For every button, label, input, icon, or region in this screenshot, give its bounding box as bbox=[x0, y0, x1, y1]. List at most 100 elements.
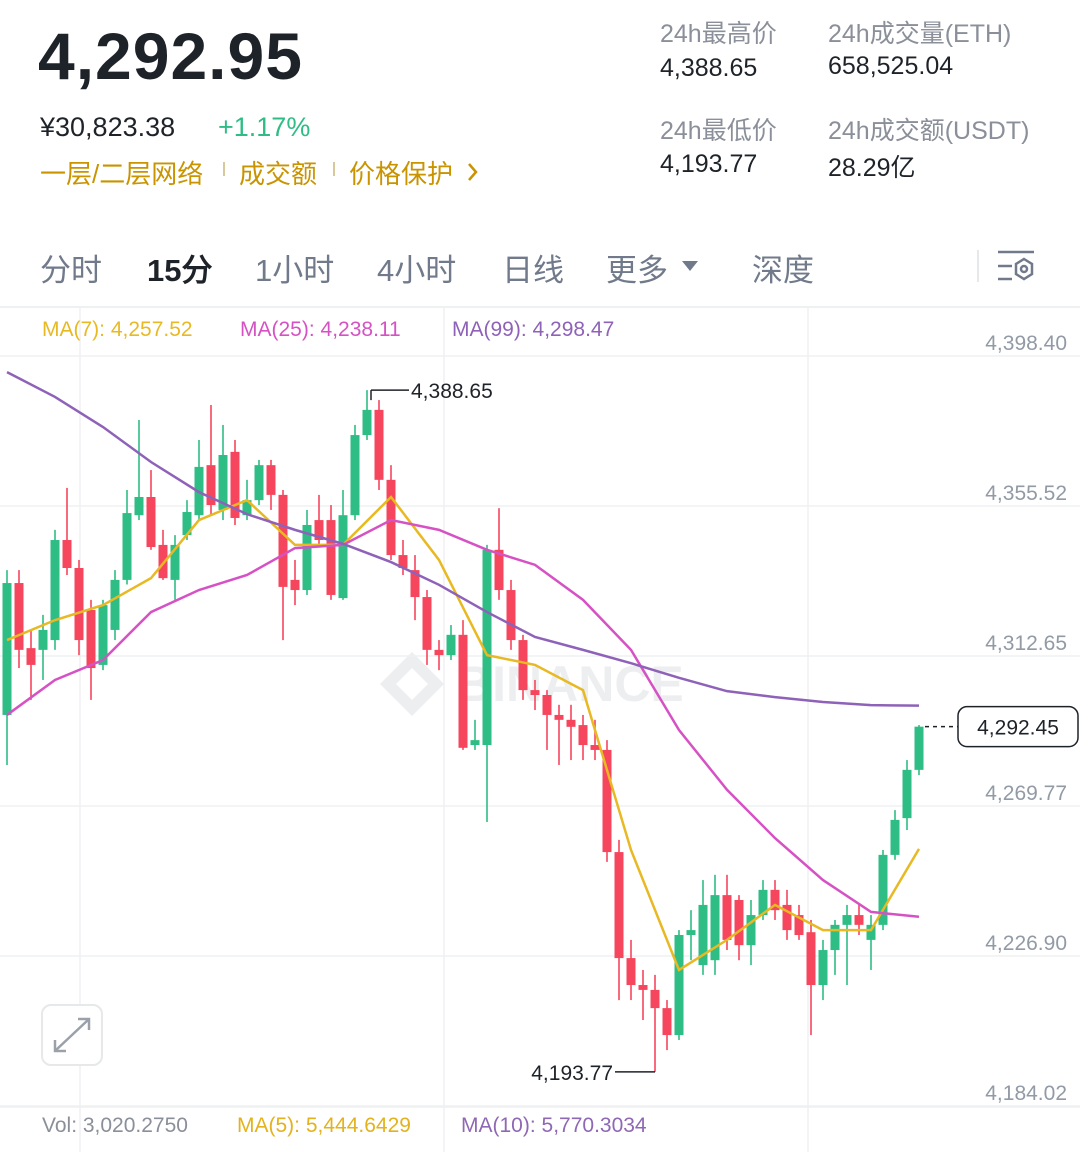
candle-body bbox=[854, 915, 864, 925]
watermark-logo bbox=[380, 652, 444, 716]
y-tick-label: 4,312.65 bbox=[985, 632, 1067, 655]
candle-body bbox=[674, 934, 684, 1036]
volume-legend: Vol: 3,020.2750 bbox=[42, 1114, 188, 1137]
candle-body bbox=[278, 494, 288, 587]
candle-body bbox=[794, 915, 804, 935]
tab[interactable]: 4小时 bbox=[377, 253, 457, 288]
candle-body bbox=[410, 570, 420, 598]
candle-body bbox=[338, 515, 348, 599]
tab[interactable]: 1小时 bbox=[255, 253, 335, 288]
stat-value: 28.29亿 bbox=[828, 154, 916, 182]
candle-body bbox=[206, 465, 216, 506]
candle-body bbox=[50, 540, 60, 641]
candle-body bbox=[38, 629, 48, 650]
candle-body bbox=[782, 904, 792, 931]
candle-body bbox=[506, 590, 516, 641]
candle-body bbox=[554, 714, 564, 720]
cny-price: ¥30,823.38 bbox=[40, 112, 176, 142]
candle-body bbox=[422, 597, 432, 650]
legend-entry: MA(25): 4,238.11 bbox=[240, 318, 401, 341]
stat-label: 24h最高价 bbox=[660, 20, 777, 48]
ma-line bbox=[6, 370, 920, 707]
network-link[interactable]: 一层/二层网络 bbox=[40, 159, 204, 189]
candle-body bbox=[62, 540, 72, 569]
candle-body bbox=[890, 819, 900, 855]
candle-body bbox=[518, 640, 528, 691]
annotation: 4,388.65 bbox=[411, 380, 493, 403]
tab[interactable]: 更多 bbox=[606, 253, 668, 288]
candle-body bbox=[866, 924, 876, 940]
last-price: 4,292.95 bbox=[38, 19, 303, 93]
tab[interactable]: 分时 bbox=[40, 253, 102, 288]
candle-body bbox=[98, 605, 108, 665]
volume-legend: MA(10): 5,770.3034 bbox=[461, 1114, 647, 1137]
candle-body bbox=[2, 583, 12, 715]
candle-body bbox=[158, 544, 168, 579]
candle-body bbox=[494, 549, 504, 591]
candle-body bbox=[146, 496, 156, 548]
expand-button[interactable] bbox=[41, 1004, 103, 1066]
stat-value: 4,388.65 bbox=[660, 54, 758, 82]
stat-label: 24h成交额(USDT) bbox=[828, 117, 1030, 145]
candle-body bbox=[770, 889, 780, 911]
candle-body bbox=[182, 512, 192, 536]
legend-entry: MA(7): 4,257.52 bbox=[42, 318, 193, 341]
tab[interactable]: 深度 bbox=[752, 253, 814, 288]
turnover-link[interactable]: 成交额 bbox=[239, 159, 318, 189]
candle-body bbox=[710, 895, 720, 961]
last-price-label: 4,292.45 bbox=[977, 717, 1059, 740]
tab[interactable]: 日线 bbox=[502, 253, 564, 288]
candle-body bbox=[290, 579, 300, 591]
candle-body bbox=[314, 520, 324, 541]
candle-body bbox=[254, 465, 264, 501]
protection-link[interactable]: 价格保护 bbox=[349, 159, 454, 189]
settings-icon[interactable] bbox=[998, 250, 1034, 281]
candle-body bbox=[602, 749, 612, 853]
candle-body bbox=[302, 524, 312, 591]
candle-body bbox=[470, 740, 480, 746]
stat-value: 658,525.04 bbox=[828, 52, 954, 80]
candle-body bbox=[758, 889, 768, 916]
candle-body bbox=[638, 985, 648, 990]
dropdown-arrow bbox=[682, 261, 698, 271]
candle-body bbox=[26, 648, 36, 665]
legend-entry: MA(99): 4,298.47 bbox=[452, 318, 614, 341]
candle-body bbox=[578, 725, 588, 746]
candle-body bbox=[14, 583, 24, 650]
candle-body bbox=[218, 455, 228, 510]
candle-body bbox=[662, 1008, 672, 1036]
candle-body bbox=[914, 726, 924, 770]
y-tick-label: 4,269.77 bbox=[985, 782, 1067, 805]
candle-body bbox=[830, 924, 840, 951]
candle-body bbox=[590, 745, 600, 750]
candle-body bbox=[650, 989, 660, 1009]
candle-body bbox=[122, 513, 132, 580]
stat-label: 24h成交量(ETH) bbox=[828, 20, 1012, 48]
chevron bbox=[468, 163, 478, 181]
stat-value: 4,193.77 bbox=[660, 150, 758, 178]
last-price-box bbox=[957, 705, 1079, 748]
candle-body bbox=[434, 649, 444, 656]
candle-body bbox=[818, 950, 828, 986]
ma-line bbox=[6, 495, 921, 972]
y-tick-label: 4,184.02 bbox=[985, 1082, 1067, 1105]
candle-body bbox=[842, 915, 852, 925]
tab[interactable]: 15分 bbox=[147, 253, 213, 288]
volume-legend: MA(5): 5,444.6429 bbox=[237, 1114, 411, 1137]
candle-body bbox=[686, 930, 696, 935]
candle-body bbox=[614, 852, 624, 959]
candle-body bbox=[326, 520, 336, 595]
candle-body bbox=[482, 549, 492, 746]
y-tick-label: 4,355.52 bbox=[985, 482, 1067, 505]
candle-body bbox=[230, 451, 240, 518]
candle-body bbox=[530, 690, 540, 696]
candle-body bbox=[446, 634, 456, 656]
ma-line bbox=[6, 518, 920, 919]
candle-body bbox=[878, 854, 888, 925]
candle-body bbox=[746, 915, 756, 946]
y-tick-label: 4,226.90 bbox=[985, 932, 1067, 955]
candle-body bbox=[566, 719, 576, 727]
candle-body bbox=[74, 568, 84, 641]
